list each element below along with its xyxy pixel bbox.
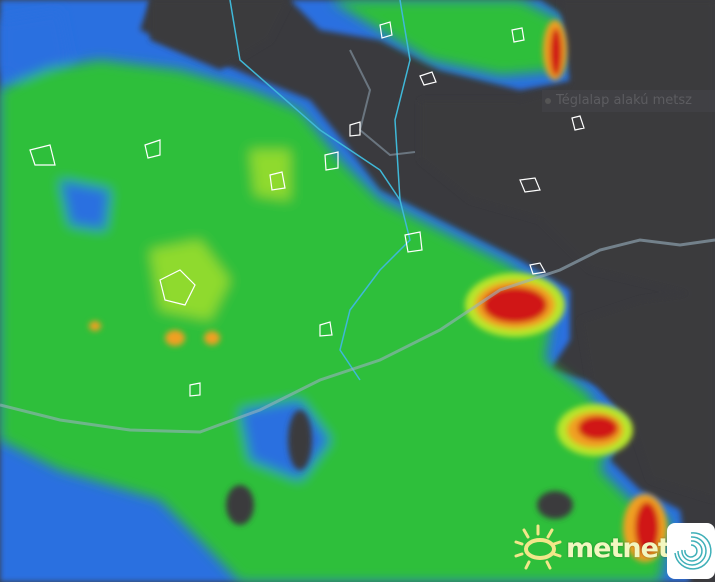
city-outlines (29, 21, 585, 397)
storm-cell (543, 20, 567, 80)
tooltip-text: Téglalap alakú metsz (556, 93, 692, 108)
swirl-icon (674, 532, 712, 570)
storm-cell (557, 404, 633, 456)
country-border (0, 238, 715, 434)
metnet-logo[interactable]: metnet (512, 520, 671, 576)
sun-icon (514, 524, 562, 570)
logo-text: metnet (566, 532, 671, 564)
tooltip-dot-icon (545, 98, 551, 104)
map-tooltip: Téglalap alakú metsz (542, 90, 715, 112)
app-icon-button[interactable] (667, 523, 715, 579)
storm-cell (623, 494, 667, 562)
rain-area-weak (0, 60, 670, 582)
river (394, 0, 411, 201)
